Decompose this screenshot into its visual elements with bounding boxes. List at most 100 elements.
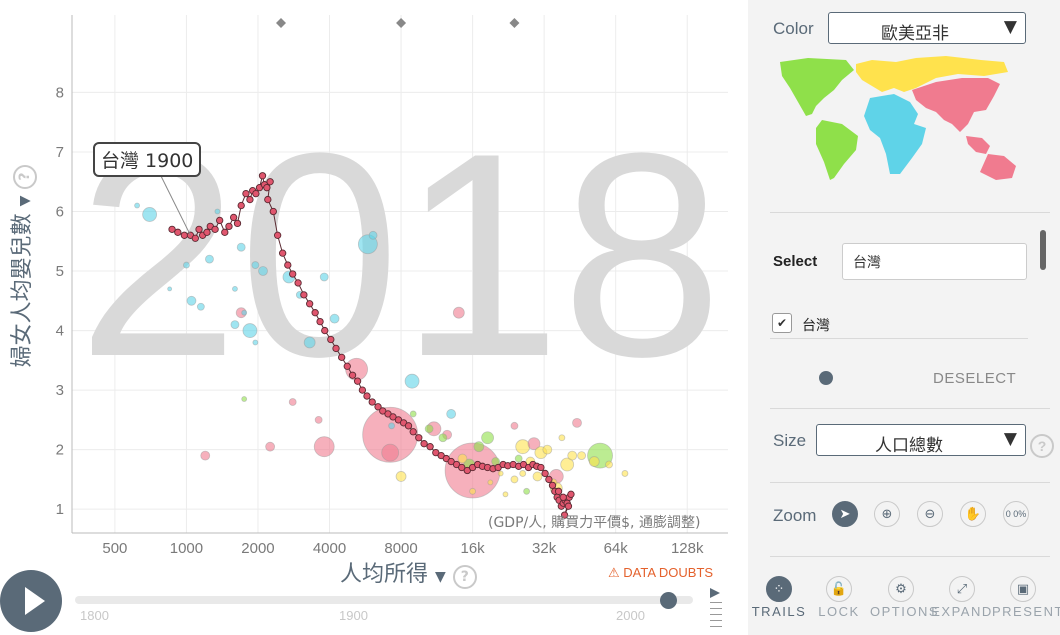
size-select[interactable]: 人口總數 ▼ bbox=[816, 424, 1026, 456]
divider bbox=[770, 482, 1050, 483]
trail-point bbox=[278, 249, 287, 257]
zoom-percent-button[interactable]: 0 0% bbox=[1003, 501, 1029, 527]
trail-point bbox=[343, 362, 351, 370]
country-bubble bbox=[481, 431, 494, 445]
size-label: Size bbox=[773, 431, 807, 450]
speed-arrow-icon bbox=[710, 588, 720, 598]
country-bubble bbox=[560, 457, 575, 472]
trail-point bbox=[221, 228, 229, 236]
selected-country-dot bbox=[819, 371, 833, 385]
country-bubble bbox=[446, 409, 457, 419]
country-bubble bbox=[368, 230, 378, 240]
country-bubble bbox=[258, 266, 268, 276]
trails-label: TRAILS bbox=[751, 604, 807, 619]
country-bubble bbox=[510, 475, 519, 484]
size-help-icon[interactable]: ? bbox=[1030, 434, 1054, 458]
trail-point bbox=[567, 490, 575, 498]
trail-point bbox=[284, 261, 292, 269]
speed-control[interactable] bbox=[710, 588, 724, 628]
country-bubble bbox=[242, 323, 258, 338]
trail-point bbox=[246, 195, 254, 204]
country-bubble bbox=[265, 441, 276, 452]
x-axis-dropdown-icon: ▼ bbox=[435, 569, 446, 585]
y-tick-label: 3 bbox=[56, 382, 64, 399]
country-bubble bbox=[510, 421, 519, 430]
trail-point bbox=[541, 469, 549, 478]
divider bbox=[770, 556, 1050, 557]
y-tick-label: 1 bbox=[56, 501, 64, 518]
timeline-handle[interactable] bbox=[659, 592, 677, 609]
trail-point bbox=[409, 428, 417, 436]
play-button[interactable] bbox=[0, 570, 62, 632]
trail-point bbox=[258, 172, 267, 180]
trails-icon: ⁘ bbox=[766, 576, 792, 602]
country-bubble bbox=[558, 434, 566, 442]
cursor-arrow-icon[interactable]: ➤ bbox=[832, 501, 858, 527]
trail-point bbox=[263, 184, 271, 192]
lock-button[interactable]: 🔓 LOCK bbox=[808, 576, 870, 619]
country-bubble bbox=[186, 295, 197, 306]
warning-icon: ⚠ bbox=[608, 565, 620, 580]
lock-label: LOCK bbox=[818, 604, 860, 619]
chevron-down-icon: ▼ bbox=[1003, 17, 1017, 37]
deselect-button[interactable]: DESELECT bbox=[933, 370, 1017, 387]
country-bubble bbox=[142, 207, 158, 222]
country-bubble bbox=[532, 471, 543, 482]
trail-point bbox=[358, 386, 367, 394]
map-region-africa[interactable] bbox=[864, 94, 926, 174]
trail-point bbox=[316, 317, 324, 326]
y-tick-label: 4 bbox=[56, 323, 64, 340]
y-axis-selector[interactable]: 婦女人均嬰兒數 ▼ ? bbox=[4, 156, 37, 376]
country-bubble bbox=[457, 453, 468, 464]
trail-point bbox=[548, 481, 557, 490]
y-tick-label: 8 bbox=[56, 84, 64, 101]
country-bubble bbox=[236, 242, 246, 252]
map-region-asia[interactable] bbox=[912, 78, 1016, 180]
country-bubble bbox=[519, 470, 527, 477]
country-bubble bbox=[313, 436, 335, 458]
trail-point bbox=[233, 219, 242, 228]
expand-icon: ⤢ bbox=[949, 576, 975, 602]
y-tick-label: 5 bbox=[56, 263, 64, 280]
trail-point bbox=[368, 398, 376, 406]
zoom-in-icon[interactable]: ⊕ bbox=[874, 501, 900, 527]
expand-button[interactable]: ⤢ EXPAND bbox=[931, 576, 993, 619]
present-button[interactable]: ▣ PRESENT bbox=[992, 576, 1060, 619]
sidebar-scrollbar[interactable] bbox=[1040, 230, 1046, 270]
trail-point bbox=[363, 392, 371, 400]
trail-point bbox=[180, 231, 188, 239]
data-doubts-link[interactable]: ⚠ DATA DOUBTS bbox=[608, 565, 713, 581]
trail-point bbox=[420, 440, 428, 448]
options-button[interactable]: ⚙ OPTIONS bbox=[870, 576, 940, 619]
trail-point bbox=[447, 457, 455, 466]
trails-button[interactable]: ⁘ TRAILS bbox=[748, 576, 810, 619]
y-tick-label: 2 bbox=[56, 442, 64, 459]
zoom-out-icon[interactable]: ⊖ bbox=[917, 501, 943, 527]
country-bubble bbox=[424, 424, 434, 434]
country-search-input[interactable] bbox=[842, 243, 1027, 280]
trail-start-label: 台灣 1900 bbox=[93, 142, 202, 177]
pan-hand-icon[interactable]: ✋ bbox=[960, 501, 986, 527]
y-axis-help-icon[interactable]: ? bbox=[13, 164, 37, 189]
x-axis-selector[interactable]: 人均所得 ▼ ? bbox=[340, 556, 477, 589]
options-label: OPTIONS bbox=[870, 604, 940, 619]
color-select[interactable]: 歐美亞非 ▼ bbox=[828, 12, 1026, 44]
country-checkbox[interactable]: ✔ bbox=[772, 313, 792, 333]
country-bubble bbox=[200, 450, 211, 461]
x-axis-help-icon[interactable]: ? bbox=[452, 565, 477, 589]
country-bubble bbox=[527, 437, 541, 451]
country-bubble bbox=[487, 479, 494, 486]
timeline-track[interactable] bbox=[75, 596, 693, 604]
country-bubble bbox=[469, 487, 477, 495]
trail-point bbox=[374, 403, 382, 411]
country-bubble bbox=[205, 254, 214, 264]
map-region-americas[interactable] bbox=[780, 58, 858, 180]
x-tick-label: 32k bbox=[532, 540, 557, 557]
country-bubble bbox=[588, 456, 600, 467]
country-bubble bbox=[515, 439, 531, 455]
country-bubble bbox=[230, 320, 240, 330]
gear-icon: ⚙ bbox=[888, 576, 914, 602]
map-region-europe[interactable] bbox=[856, 56, 1008, 92]
world-map-region-picker[interactable] bbox=[776, 54, 1026, 184]
x-axis-unit-note: (GDP/人, 購買力平價$, 通膨調整) bbox=[488, 515, 701, 531]
